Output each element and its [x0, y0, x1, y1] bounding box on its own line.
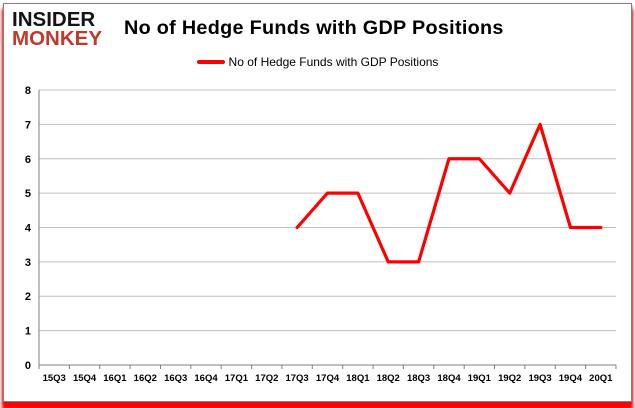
svg-text:19Q4: 19Q4: [559, 373, 583, 384]
svg-text:16Q4: 16Q4: [194, 373, 218, 384]
svg-text:15Q4: 15Q4: [73, 373, 97, 384]
svg-text:17Q1: 17Q1: [225, 373, 249, 384]
svg-text:4: 4: [25, 223, 32, 235]
svg-text:0: 0: [25, 360, 31, 372]
svg-text:18Q1: 18Q1: [346, 373, 370, 384]
svg-text:7: 7: [25, 119, 31, 131]
svg-text:15Q3: 15Q3: [43, 373, 66, 384]
svg-text:3: 3: [25, 257, 31, 269]
svg-text:16Q3: 16Q3: [164, 373, 187, 384]
svg-text:19Q3: 19Q3: [528, 373, 551, 384]
svg-text:18Q3: 18Q3: [407, 373, 430, 384]
svg-text:17Q4: 17Q4: [316, 373, 340, 384]
svg-text:5: 5: [25, 188, 31, 200]
svg-text:19Q1: 19Q1: [468, 373, 492, 384]
svg-text:6: 6: [25, 154, 31, 166]
svg-text:19Q2: 19Q2: [498, 373, 521, 384]
svg-text:18Q4: 18Q4: [437, 373, 461, 384]
svg-text:18Q2: 18Q2: [377, 373, 400, 384]
svg-text:2: 2: [25, 291, 31, 303]
svg-text:16Q1: 16Q1: [103, 373, 127, 384]
svg-text:8: 8: [25, 85, 31, 97]
svg-text:17Q2: 17Q2: [255, 373, 278, 384]
svg-text:1: 1: [25, 326, 31, 338]
svg-text:16Q2: 16Q2: [134, 373, 157, 384]
svg-text:20Q1: 20Q1: [589, 373, 613, 384]
svg-text:17Q3: 17Q3: [285, 373, 308, 384]
